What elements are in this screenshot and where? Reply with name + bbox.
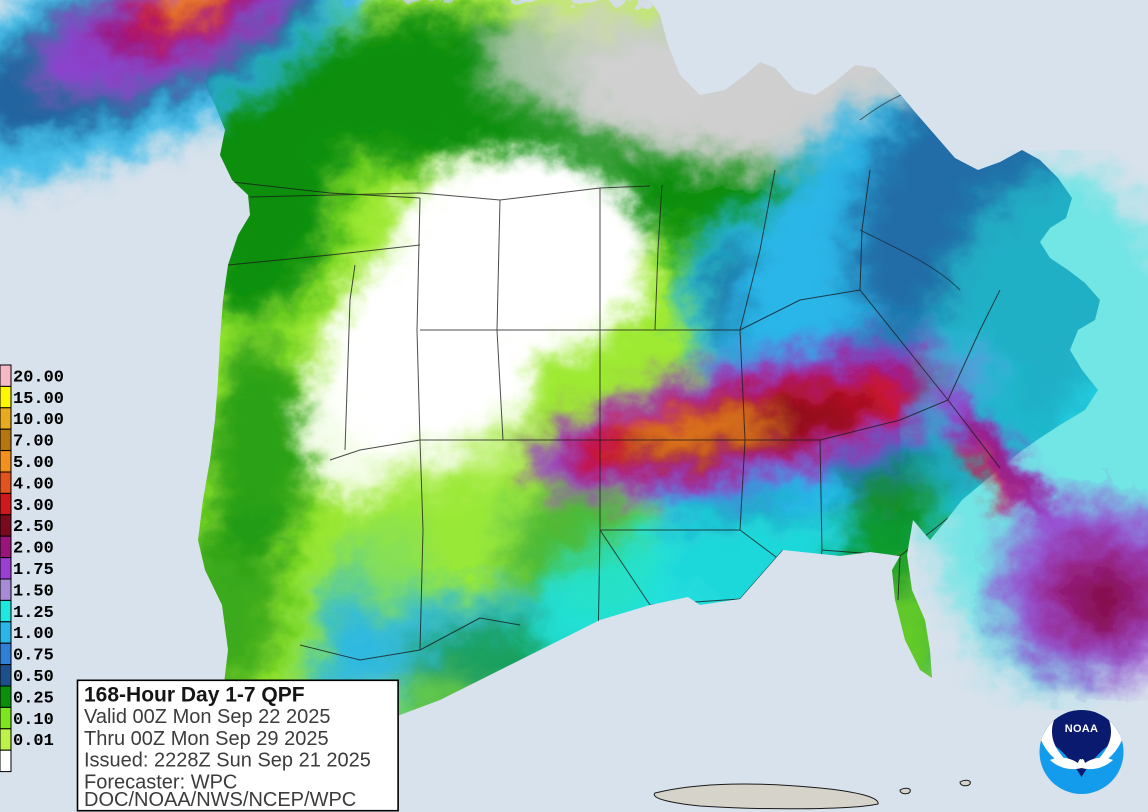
svg-text:3.00: 3.00 xyxy=(13,497,54,516)
svg-text:168-Hour Day 1-7 QPF: 168-Hour Day 1-7 QPF xyxy=(84,684,305,707)
svg-text:0.01: 0.01 xyxy=(13,732,54,751)
svg-text:10.00: 10.00 xyxy=(13,411,64,430)
svg-text:1.50: 1.50 xyxy=(13,582,54,601)
svg-text:0.25: 0.25 xyxy=(13,689,54,708)
svg-text:Issued: 2228Z Sun Sep 21 2025: Issued: 2228Z Sun Sep 21 2025 xyxy=(84,750,371,772)
svg-text:1.00: 1.00 xyxy=(13,625,54,644)
svg-text:Valid 00Z Mon Sep 22 2025: Valid 00Z Mon Sep 22 2025 xyxy=(84,706,330,728)
svg-text:1.75: 1.75 xyxy=(13,561,54,580)
svg-text:0.50: 0.50 xyxy=(13,668,54,687)
svg-text:0.10: 0.10 xyxy=(13,711,54,730)
svg-text:1.25: 1.25 xyxy=(13,604,54,623)
svg-text:4.00: 4.00 xyxy=(13,475,54,494)
svg-text:DOC/NOAA/NWS/NCEP/WPC: DOC/NOAA/NWS/NCEP/WPC xyxy=(84,789,356,811)
svg-text:7.00: 7.00 xyxy=(13,433,54,452)
svg-text:20.00: 20.00 xyxy=(13,368,64,387)
svg-text:2.00: 2.00 xyxy=(13,540,54,559)
svg-text:Thru 00Z Mon Sep 29 2025: Thru 00Z Mon Sep 29 2025 xyxy=(84,728,329,750)
svg-text:0.75: 0.75 xyxy=(13,647,54,666)
svg-text:2.50: 2.50 xyxy=(13,518,54,537)
svg-text:15.00: 15.00 xyxy=(13,390,64,409)
svg-text:NOAA: NOAA xyxy=(1065,723,1099,735)
svg-text:5.00: 5.00 xyxy=(13,454,54,473)
